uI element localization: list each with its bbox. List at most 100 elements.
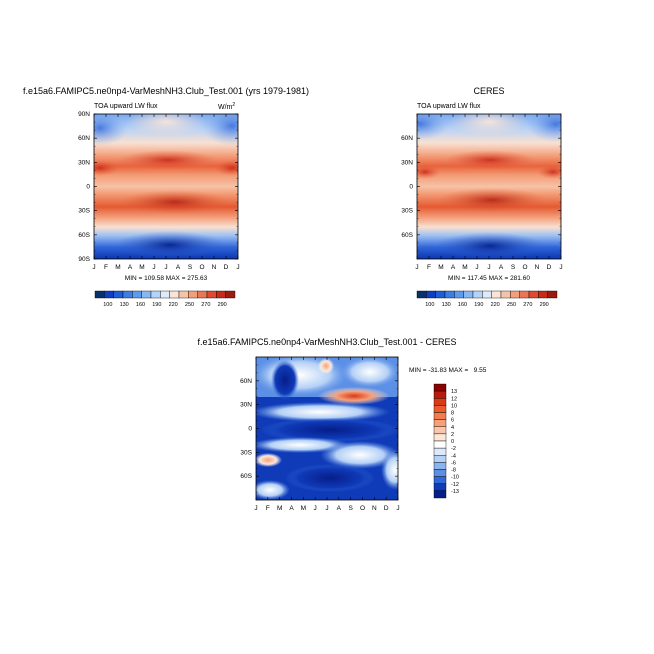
colorbar-box xyxy=(519,290,530,299)
x-tick-label: O xyxy=(199,264,204,271)
colorbar-box xyxy=(94,290,105,299)
y-tick-label: 60S xyxy=(78,232,90,239)
x-tick-label: S xyxy=(511,264,516,271)
x-tick-label: F xyxy=(104,264,108,271)
y-tick-label: 0 xyxy=(248,426,252,433)
y-tick-label: 30N xyxy=(78,159,90,166)
colorbar-label: 220 xyxy=(169,302,178,308)
colorbar-label: -4 xyxy=(451,453,456,459)
y-tick-label: 30S xyxy=(78,208,90,215)
x-tick-label: N xyxy=(212,264,217,271)
colorbar-box xyxy=(433,412,447,420)
colorbar-label: 12 xyxy=(451,396,457,402)
colorbar-box xyxy=(433,405,447,413)
x-tick-label: J xyxy=(415,264,418,271)
colorbar-label: -6 xyxy=(451,460,456,466)
colorbar-label: 250 xyxy=(185,302,194,308)
x-tick-label: J xyxy=(396,505,399,512)
colorbar-label: 220 xyxy=(491,302,500,308)
colorbar-box xyxy=(178,290,189,299)
panel-ceres-field xyxy=(417,114,561,259)
colorbar-box xyxy=(547,290,558,299)
colorbar-label: -13 xyxy=(451,489,459,495)
x-tick-label: M xyxy=(301,505,306,512)
colorbar-box xyxy=(433,433,447,442)
colorbar-box xyxy=(122,290,133,299)
x-tick-label: M xyxy=(462,264,467,271)
colorbar-box xyxy=(433,426,447,435)
colorbar-box xyxy=(433,476,447,484)
x-tick-label: A xyxy=(451,264,456,271)
panel-model-minmax: MIN = 109.58 MAX = 275.63 xyxy=(125,275,208,282)
colorbar-box xyxy=(435,290,446,299)
y-tick-label: 0 xyxy=(86,184,90,191)
colorbar-box xyxy=(188,290,198,299)
colorbar-box xyxy=(426,290,436,299)
colorbar-box xyxy=(433,383,447,392)
panel-diff-title: f.e15a6.FAMIPC5.ne0np4-VarMeshNH3.Club_T… xyxy=(198,337,457,347)
panel-model-title: f.e15a6.FAMIPC5.ne0np4-VarMeshNH3.Club_T… xyxy=(23,86,309,96)
colorbar-box xyxy=(433,447,447,456)
colorbar-box xyxy=(113,290,124,299)
colorbar-box xyxy=(491,290,502,299)
x-tick-label: M xyxy=(438,264,443,271)
colorbar-label: 13 xyxy=(451,389,457,395)
colorbar-label: 100 xyxy=(425,302,434,308)
x-tick-label: O xyxy=(522,264,527,271)
colorbar-box xyxy=(454,290,464,299)
panel-model-units: W/m2 xyxy=(218,102,235,111)
x-tick-label: D xyxy=(547,264,552,271)
colorbar-label: 130 xyxy=(442,302,451,308)
colorbar-label: 0 xyxy=(451,439,454,445)
y-tick-label: 60N xyxy=(78,135,90,142)
colorbar-label: 130 xyxy=(120,302,129,308)
y-tick-label: 60N xyxy=(401,135,413,142)
x-tick-label: D xyxy=(384,505,389,512)
colorbar-box xyxy=(433,455,447,463)
y-tick-label: 60S xyxy=(401,232,413,239)
x-tick-label: J xyxy=(152,264,155,271)
colorbar-box xyxy=(197,290,208,299)
colorbar-box xyxy=(433,462,447,470)
x-tick-label: F xyxy=(427,264,431,271)
y-tick-label: 60N xyxy=(240,378,252,385)
colorbar-box xyxy=(433,398,447,406)
colorbar-box xyxy=(169,290,180,299)
colorbar-box xyxy=(225,290,236,299)
x-tick-label: A xyxy=(337,505,342,512)
y-tick-label: 0 xyxy=(409,184,413,191)
colorbar-box xyxy=(500,290,511,299)
colorbar-label: 190 xyxy=(152,302,161,308)
panel-ceres-colorbar: 100 130 160 190 220 250 270 290 xyxy=(416,290,558,308)
x-tick-label: J xyxy=(236,264,239,271)
y-tick-label: 30S xyxy=(240,449,252,456)
x-tick-label: O xyxy=(360,505,365,512)
x-tick-label: S xyxy=(188,264,193,271)
x-tick-label: F xyxy=(266,505,270,512)
colorbar-box xyxy=(216,290,226,299)
x-tick-label: D xyxy=(224,264,229,271)
y-tick-label: 90S xyxy=(78,256,90,263)
colorbar-label: 160 xyxy=(458,302,467,308)
colorbar-box xyxy=(472,290,483,299)
x-tick-label: J xyxy=(559,264,562,271)
colorbar-label: 250 xyxy=(507,302,516,308)
x-tick-label: M xyxy=(139,264,144,271)
colorbar-label: -8 xyxy=(451,468,456,474)
y-tick-label: 90N xyxy=(78,111,90,118)
colorbar-box xyxy=(433,440,447,449)
panel-ceres: CERES TOA upward LW flux J F M A M J J A S O N D J60… xyxy=(401,86,563,308)
x-tick-label: J xyxy=(254,505,257,512)
colorbar-label: 270 xyxy=(201,302,210,308)
panel-diff: f.e15a6.FAMIPC5.ne0np4-VarMeshNH3.Club_T… xyxy=(198,337,487,512)
y-tick-label: 30S xyxy=(401,208,413,215)
colorbar-label: -12 xyxy=(451,482,459,488)
x-tick-label: M xyxy=(115,264,120,271)
x-tick-label: N xyxy=(535,264,540,271)
panel-model: f.e15a6.FAMIPC5.ne0np4-VarMeshNH3.Club_T… xyxy=(23,86,309,308)
x-tick-label: A xyxy=(499,264,504,271)
panel-diff-minmax: MIN = -31.83 MAX = 9.55 xyxy=(409,367,487,374)
panel-ceres-title: CERES xyxy=(473,86,504,96)
x-tick-label: J xyxy=(92,264,95,271)
